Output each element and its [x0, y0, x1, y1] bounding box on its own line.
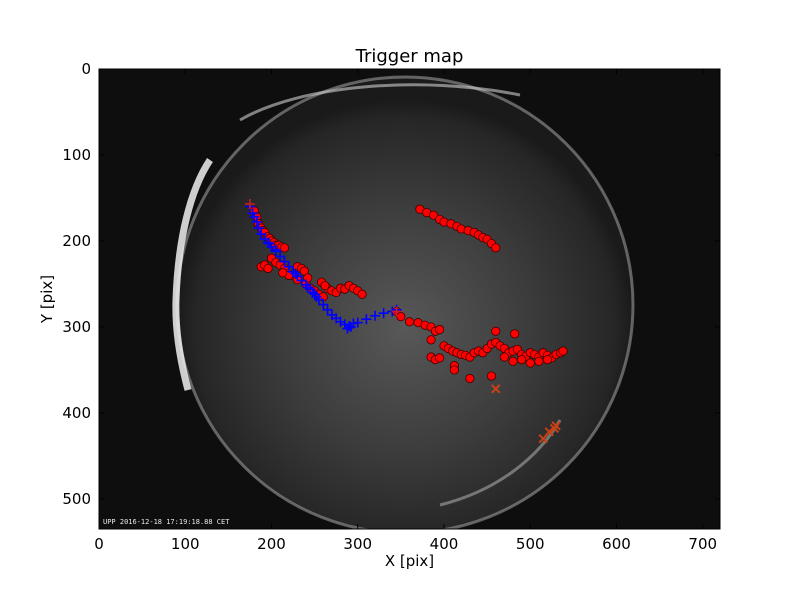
trigger-point-circle	[435, 324, 445, 335]
trigger-point-circle	[426, 335, 436, 345]
trigger-point-x	[491, 384, 501, 394]
trigger-point-plus	[270, 244, 281, 255]
trigger-point-circle	[542, 355, 553, 365]
series-x-3	[491, 384, 561, 444]
series-circle-0	[249, 204, 568, 384]
trigger-point-circle	[449, 365, 459, 375]
trigger-point-x	[551, 421, 561, 431]
series-plus-2	[244, 198, 402, 317]
y-tick-label: 0	[81, 60, 91, 78]
x-tick-label: 700	[688, 535, 717, 553]
trigger-point-plus	[361, 314, 372, 325]
plot-frame	[98, 68, 721, 530]
trigger-point-plus	[251, 217, 262, 228]
trigger-point-plus	[279, 256, 290, 267]
trigger-point-plus	[249, 211, 260, 222]
x-tick-label: 500	[516, 535, 545, 553]
y-tick-label: 300	[62, 318, 91, 336]
trigger-points	[244, 198, 568, 444]
rim-glow-left	[172, 158, 213, 391]
trigger-point-circle	[357, 289, 367, 299]
trigger-point-circle	[491, 326, 501, 336]
y-axis-label: Y [pix]	[38, 275, 56, 324]
trigger-point-plus	[283, 261, 294, 272]
camera-timestamp: UPP 2016-12-18 17:19:18.88 CET	[103, 518, 230, 526]
y-tick-label: 100	[62, 146, 91, 164]
y-tick-label: 500	[62, 490, 91, 508]
x-tick-label: 0	[94, 535, 104, 553]
trigger-point-plus	[352, 317, 363, 328]
trigger-point-circle	[465, 373, 475, 384]
trigger-point-circle	[508, 356, 518, 366]
x-tick-label: 200	[257, 535, 286, 553]
trigger-point-plus	[322, 304, 333, 315]
trigger-point-circle	[320, 281, 330, 291]
trigger-point-plus	[378, 308, 389, 319]
trigger-point-plus	[253, 223, 264, 234]
trigger-point-circle	[486, 371, 497, 381]
trigger-point-circle	[435, 353, 445, 363]
trigger-point-circle	[499, 352, 509, 362]
trigger-point-plus	[302, 282, 313, 293]
trigger-point-plus	[311, 291, 322, 302]
trigger-point-plus	[244, 198, 255, 209]
trigger-point-circle	[534, 356, 544, 366]
trigger-point-circle	[525, 358, 535, 368]
trigger-point-plus	[391, 306, 402, 317]
trigger-point-plus	[296, 275, 307, 286]
trigger-point-circle	[404, 317, 415, 327]
x-tick-label: 300	[343, 535, 372, 553]
trigger-point-circle	[396, 312, 406, 322]
rim-glow-top	[239, 83, 521, 122]
trigger-point-circle	[510, 329, 520, 339]
trigger-point-plus	[263, 238, 274, 249]
fisheye-sky-disc	[177, 77, 633, 529]
trigger-point-plus	[256, 229, 267, 240]
x-axis-label: X [pix]	[385, 552, 434, 570]
trigger-point-plus	[318, 299, 329, 310]
chart-title: Trigger map	[355, 46, 464, 67]
x-tick-label: 600	[602, 535, 631, 553]
trigger-point-plus	[345, 321, 356, 332]
trigger-point-circle	[517, 355, 527, 365]
y-tick-label: 400	[62, 404, 91, 422]
trigger-point-circle	[278, 268, 288, 278]
trigger-point-plus	[290, 268, 301, 279]
y-tick-label: 200	[62, 232, 91, 250]
trigger-point-circle	[491, 243, 501, 253]
trigger-point-circle	[263, 263, 273, 274]
x-tick-label: 100	[171, 535, 200, 553]
axis-ticks: 0 100 200 300 400 500 600 700 0 100 200 300 400 500	[62, 60, 720, 553]
trigger-point-circle	[279, 243, 290, 253]
trigger-point-plus	[275, 251, 286, 262]
rim-glow-bottom	[439, 419, 562, 507]
x-tick-label: 400	[430, 535, 459, 553]
trigger-point-plus	[370, 310, 380, 321]
trigger-point-circle	[558, 346, 568, 356]
sky-image: UPP 2016-12-18 17:19:18.88 CET	[99, 69, 720, 529]
